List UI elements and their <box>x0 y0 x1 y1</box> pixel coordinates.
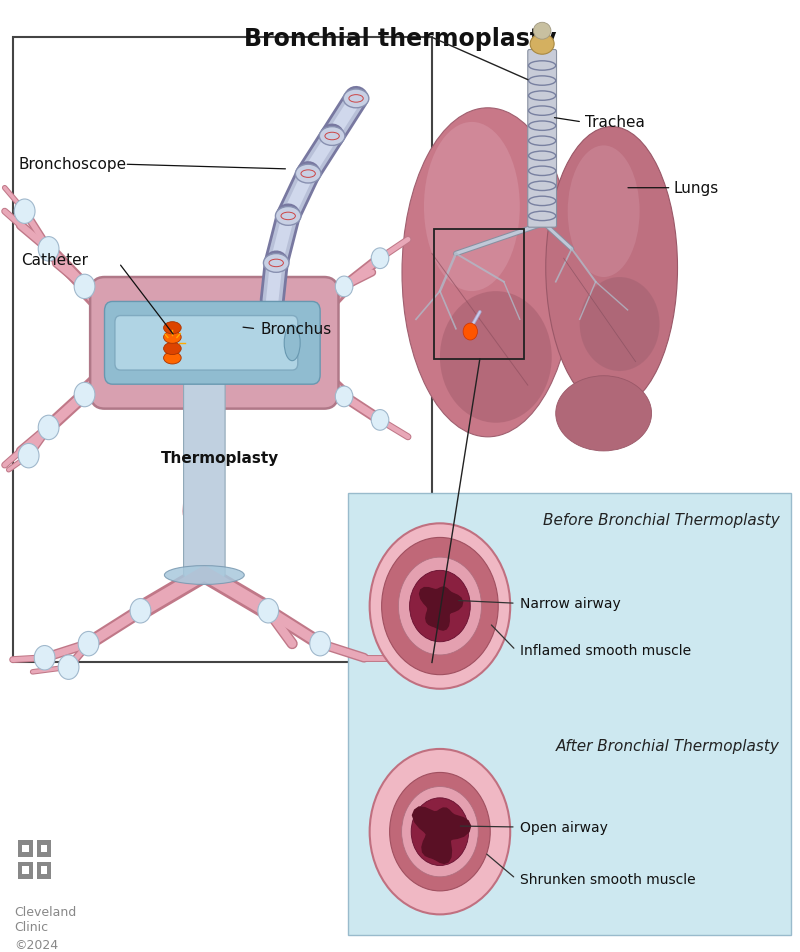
Circle shape <box>130 599 151 624</box>
Bar <box>18 841 33 857</box>
Circle shape <box>310 632 330 656</box>
Circle shape <box>463 324 478 341</box>
Polygon shape <box>419 587 462 630</box>
Circle shape <box>58 655 79 680</box>
Ellipse shape <box>263 254 289 273</box>
Ellipse shape <box>275 208 301 226</box>
Circle shape <box>74 275 95 299</box>
FancyBboxPatch shape <box>115 316 298 370</box>
Bar <box>434 229 524 360</box>
FancyBboxPatch shape <box>105 302 320 385</box>
Bar <box>22 866 29 874</box>
Text: Before Bronchial Thermoplasty: Before Bronchial Thermoplasty <box>542 512 779 527</box>
Bar <box>41 866 47 874</box>
Bar <box>41 845 47 852</box>
Circle shape <box>370 749 510 915</box>
Text: Thermoplasty: Thermoplasty <box>161 450 278 466</box>
Text: Catheter: Catheter <box>21 252 88 268</box>
Circle shape <box>74 383 95 407</box>
Text: Bronchus: Bronchus <box>260 322 331 337</box>
Circle shape <box>14 200 35 225</box>
Bar <box>22 845 29 852</box>
Text: ©2024: ©2024 <box>14 938 58 951</box>
Circle shape <box>258 599 278 624</box>
FancyBboxPatch shape <box>183 362 225 579</box>
Circle shape <box>390 773 490 891</box>
Circle shape <box>370 524 510 689</box>
Ellipse shape <box>402 109 574 437</box>
Bar <box>37 841 51 857</box>
Bar <box>37 862 51 879</box>
Ellipse shape <box>440 292 552 424</box>
Bar <box>348 494 791 935</box>
Circle shape <box>335 387 353 407</box>
Circle shape <box>371 248 389 269</box>
Circle shape <box>411 798 469 865</box>
Ellipse shape <box>165 566 244 585</box>
Ellipse shape <box>534 23 551 40</box>
Text: After Bronchial Thermoplasty: After Bronchial Thermoplasty <box>555 738 779 753</box>
Ellipse shape <box>164 323 181 334</box>
Text: Lungs: Lungs <box>674 181 719 196</box>
Ellipse shape <box>580 278 659 371</box>
Circle shape <box>398 558 482 655</box>
Circle shape <box>34 645 55 670</box>
Ellipse shape <box>164 352 181 365</box>
Ellipse shape <box>164 343 181 355</box>
Ellipse shape <box>295 165 321 184</box>
Text: Bronchoscope: Bronchoscope <box>18 156 126 171</box>
Circle shape <box>402 786 478 877</box>
Circle shape <box>335 277 353 297</box>
Text: Narrow airway: Narrow airway <box>520 597 621 610</box>
Ellipse shape <box>424 123 520 292</box>
Text: Shrunken smooth muscle: Shrunken smooth muscle <box>520 872 695 885</box>
Circle shape <box>18 444 39 468</box>
Ellipse shape <box>556 376 651 451</box>
Text: Inflamed smooth muscle: Inflamed smooth muscle <box>520 644 691 658</box>
Ellipse shape <box>284 326 300 362</box>
Circle shape <box>410 570 470 642</box>
Text: Open airway: Open airway <box>520 820 608 834</box>
Bar <box>13 38 432 663</box>
Ellipse shape <box>319 128 345 147</box>
Circle shape <box>78 632 99 656</box>
Text: Cleveland
Clinic: Cleveland Clinic <box>14 905 77 934</box>
Bar <box>18 862 33 879</box>
Circle shape <box>371 410 389 431</box>
Ellipse shape <box>530 34 554 55</box>
Ellipse shape <box>343 89 369 109</box>
Ellipse shape <box>164 331 181 344</box>
FancyBboxPatch shape <box>528 50 557 228</box>
Text: Trachea: Trachea <box>586 115 645 130</box>
Ellipse shape <box>546 128 678 409</box>
Circle shape <box>38 237 59 262</box>
Text: Bronchial thermoplasty: Bronchial thermoplasty <box>244 27 556 51</box>
Polygon shape <box>413 807 470 863</box>
Circle shape <box>38 416 59 440</box>
Ellipse shape <box>568 147 639 278</box>
Circle shape <box>382 538 498 675</box>
FancyBboxPatch shape <box>90 278 338 409</box>
